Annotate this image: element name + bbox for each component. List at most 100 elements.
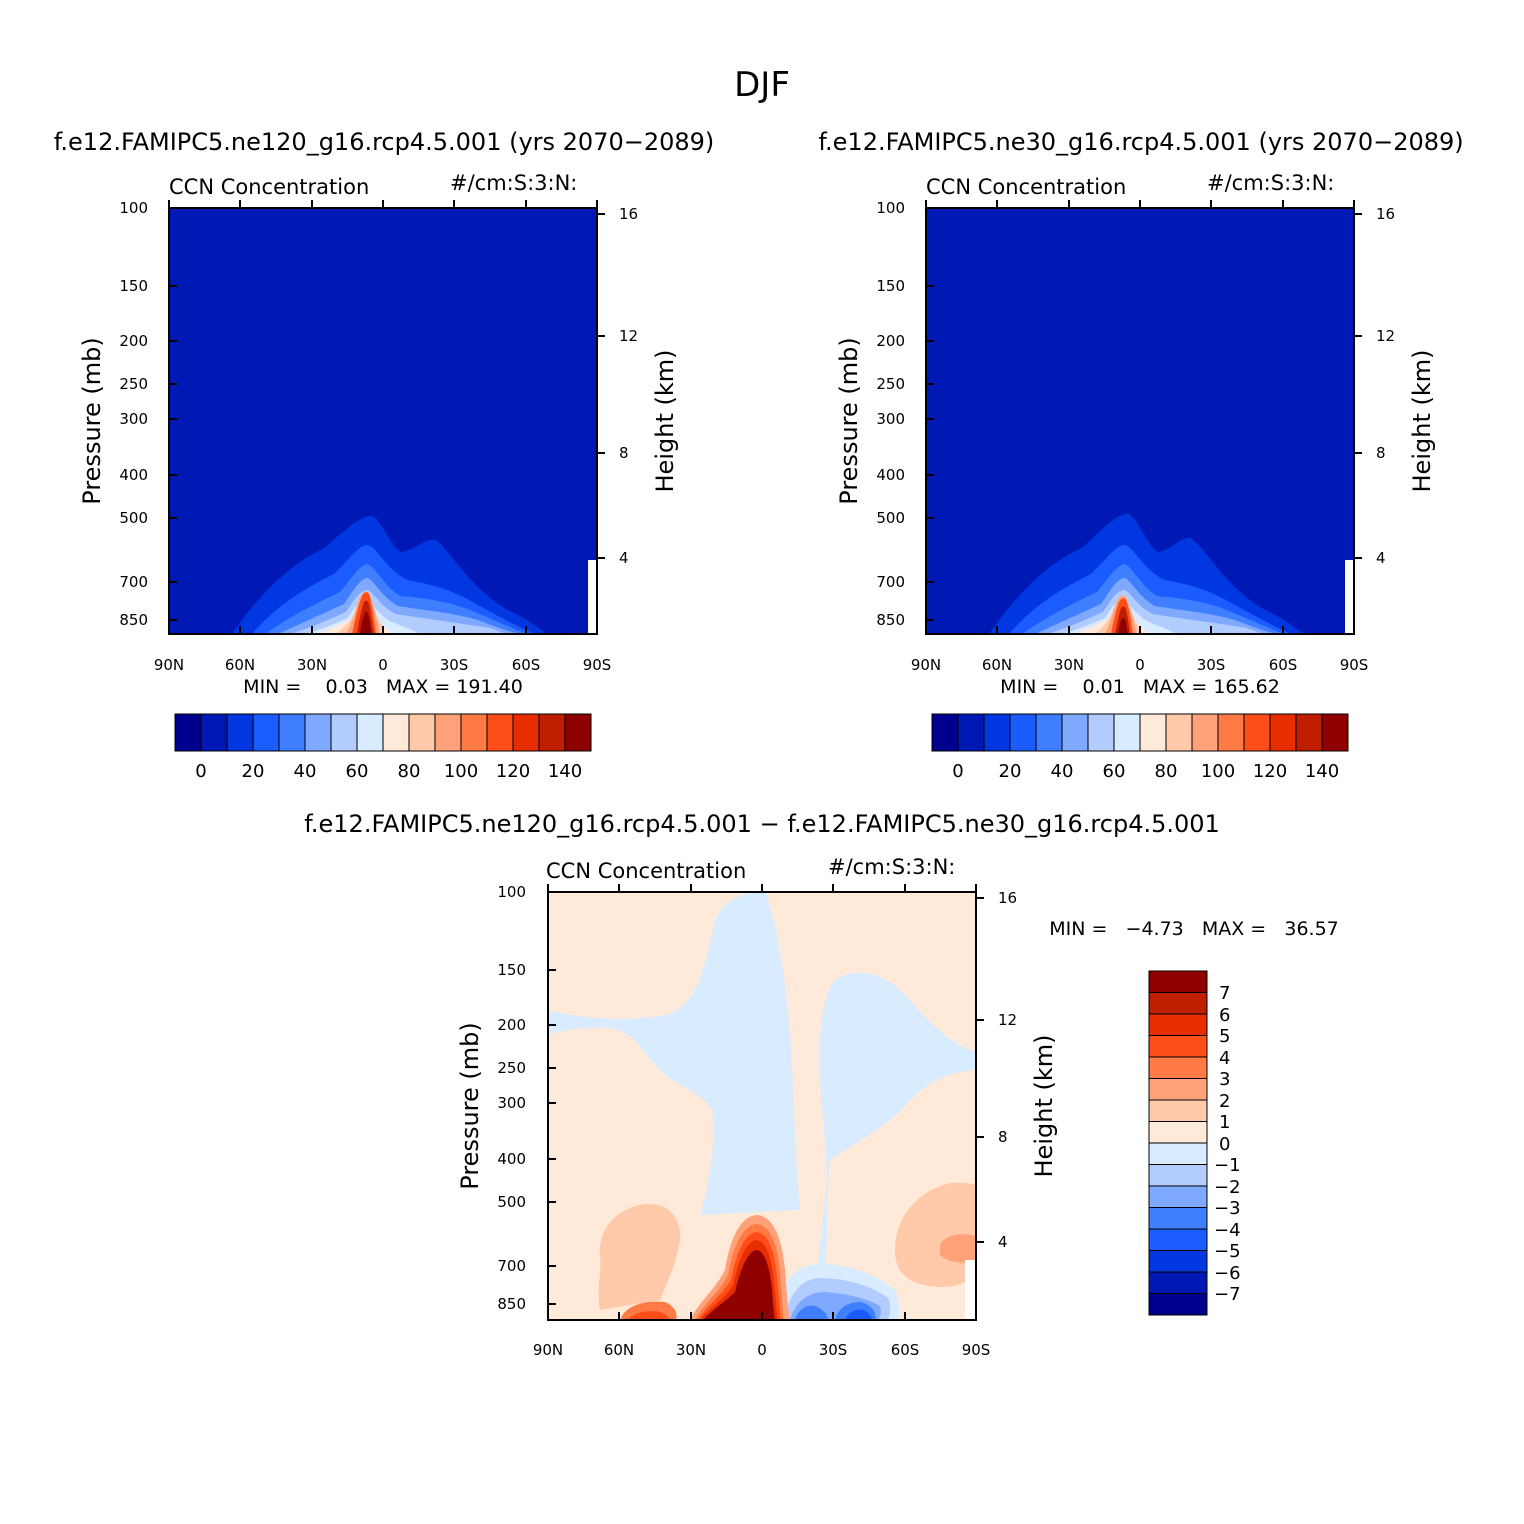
y-tick-labels: 100 150 200 250 300 400 500 700 850 xyxy=(119,199,148,629)
colorbar-label: 60 xyxy=(1103,761,1126,782)
colorbar-swatch xyxy=(1148,1013,1208,1036)
y2-axis-label: Height (km) xyxy=(1030,1035,1058,1178)
positive-level-3-right xyxy=(940,1234,976,1263)
colorbar-labels: 0 20 40 60 80 100 120 140 xyxy=(952,761,1339,782)
x-tick-labels: 90N 60N 30N 0 30S 60S 90S xyxy=(911,656,1368,674)
x-tick-label: 90S xyxy=(583,656,612,674)
colorbar-swatch xyxy=(1009,713,1037,752)
colorbar-swatch xyxy=(1148,1142,1208,1165)
y2-tick-labels: 16 12 8 4 xyxy=(619,205,638,567)
colorbar-swatch xyxy=(1148,1056,1208,1079)
colorbar-swatch xyxy=(1191,713,1219,752)
missing-data xyxy=(588,560,597,634)
colorbar-swatch xyxy=(382,713,410,752)
panel-title: f.e12.FAMIPC5.ne120_g16.rcp4.5.001 − f.e… xyxy=(304,810,1220,838)
colorbar-label: −3 xyxy=(1214,1198,1241,1219)
colorbar-swatch xyxy=(1148,1185,1208,1208)
colorbar-label: −6 xyxy=(1214,1263,1241,1284)
colorbar-swatch xyxy=(983,713,1011,752)
colorbar-label: 4 xyxy=(1219,1048,1230,1069)
y2-tick-label: 8 xyxy=(619,444,629,462)
colorbar-label: 6 xyxy=(1219,1005,1230,1026)
y-tick-label: 150 xyxy=(876,277,905,295)
y-tick-label: 400 xyxy=(119,466,148,484)
y-tick-label: 200 xyxy=(119,332,148,350)
panel-right-label: #/cm:S:3:N: xyxy=(828,855,955,879)
y-tick-label: 700 xyxy=(876,573,905,591)
y2-tick-label: 4 xyxy=(619,549,629,567)
y-tick-label: 100 xyxy=(876,199,905,217)
y2-tick-label: 8 xyxy=(1376,444,1386,462)
colorbar-swatch xyxy=(356,713,384,752)
y-tick-label: 700 xyxy=(497,1257,526,1275)
colorbar xyxy=(1148,970,1208,1316)
colorbar-swatch xyxy=(1217,713,1245,752)
equatorial-peak-level-5 xyxy=(703,1250,775,1320)
colorbar-label: 1 xyxy=(1219,1112,1230,1133)
y2-axis-label: Height (km) xyxy=(1408,350,1436,493)
contour-level xyxy=(1118,617,1128,634)
x-tick-label: 0 xyxy=(378,656,388,674)
y2-tick-label: 4 xyxy=(1376,549,1386,567)
colorbar-labels: 0 20 40 60 80 100 120 140 xyxy=(195,761,582,782)
panel-left-label: CCN Concentration xyxy=(169,175,369,199)
y2-tick-label: 16 xyxy=(619,205,638,223)
x-tick-label: 0 xyxy=(1135,656,1145,674)
colorbar-swatch xyxy=(1269,713,1297,752)
x-tick-labels: 90N 60N 30N 0 30S 60S 90S xyxy=(533,1341,990,1359)
tick-marks xyxy=(547,884,984,1320)
panel-title: f.e12.FAMIPC5.ne30_g16.rcp4.5.001 (yrs 2… xyxy=(818,128,1463,156)
stats-label: MIN = −4.73 MAX = 36.57 xyxy=(1049,918,1339,940)
colorbar-swatch xyxy=(957,713,985,752)
colorbar-swatch xyxy=(1165,713,1193,752)
y-tick-label: 300 xyxy=(119,410,148,428)
colorbar-label: 20 xyxy=(999,761,1022,782)
colorbar-swatch xyxy=(1113,713,1141,752)
x-tick-label: 90S xyxy=(962,1341,991,1359)
colorbar-swatch xyxy=(226,713,254,752)
panel-ne120: f.e12.FAMIPC5.ne120_g16.rcp4.5.001 (yrs … xyxy=(54,128,715,782)
x-tick-label: 60N xyxy=(982,656,1012,674)
panel-left-label: CCN Concentration xyxy=(546,859,746,883)
x-tick-label: 60S xyxy=(891,1341,920,1359)
y-tick-label: 400 xyxy=(876,466,905,484)
y-tick-label: 300 xyxy=(876,410,905,428)
tick-marks xyxy=(925,200,1362,634)
negative-region-upper-left xyxy=(548,892,800,1215)
colorbar-label: 0 xyxy=(1219,1134,1230,1155)
colorbar-swatch xyxy=(1148,970,1208,993)
panel-diff: f.e12.FAMIPC5.ne120_g16.rcp4.5.001 − f.e… xyxy=(304,810,1339,1359)
x-tick-label: 30S xyxy=(1197,656,1226,674)
colorbar-swatch xyxy=(434,713,462,752)
contour-field xyxy=(169,208,597,634)
y2-tick-label: 12 xyxy=(998,1011,1017,1029)
figure-title: DJF xyxy=(734,65,790,105)
colorbar-label: −1 xyxy=(1214,1155,1241,1176)
colorbar-swatch xyxy=(174,713,202,752)
y2-tick-label: 12 xyxy=(619,327,638,345)
colorbar-label: 40 xyxy=(1051,761,1074,782)
y-tick-label: 250 xyxy=(876,375,905,393)
colorbar-swatch xyxy=(1087,713,1115,752)
colorbar-label: 140 xyxy=(548,761,582,782)
colorbar-label: 60 xyxy=(346,761,369,782)
colorbar-swatch xyxy=(1148,1099,1208,1122)
colorbar-label: 80 xyxy=(398,761,421,782)
colorbar-labels: 7 6 5 4 3 2 1 0 −1 −2 −3 −4 −5 −6 −7 xyxy=(1214,983,1241,1305)
colorbar-label: 120 xyxy=(496,761,530,782)
y-tick-label: 850 xyxy=(497,1295,526,1313)
y-tick-label: 200 xyxy=(876,332,905,350)
y2-tick-labels: 16 12 8 4 xyxy=(998,889,1017,1251)
colorbar-swatch xyxy=(1148,1250,1208,1273)
y-tick-label: 150 xyxy=(497,961,526,979)
x-tick-label: 30N xyxy=(297,656,327,674)
colorbar-label: 3 xyxy=(1219,1069,1230,1090)
colorbar-label: 80 xyxy=(1155,761,1178,782)
x-tick-label: 30N xyxy=(1054,656,1084,674)
x-tick-labels: 90N 60N 30N 0 30S 60S 90S xyxy=(154,656,611,674)
colorbar-swatch xyxy=(538,713,566,752)
y2-tick-label: 16 xyxy=(998,889,1017,907)
stats-label: MIN = 0.03 MAX = 191.40 xyxy=(243,676,523,698)
x-tick-label: 30S xyxy=(440,656,469,674)
